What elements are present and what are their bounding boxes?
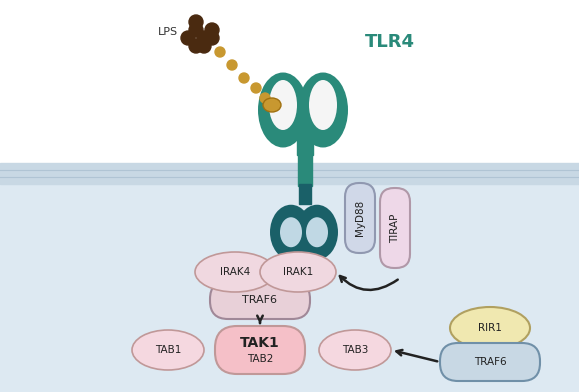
Circle shape: [239, 73, 249, 83]
Ellipse shape: [260, 252, 336, 292]
Ellipse shape: [309, 80, 337, 130]
Ellipse shape: [280, 217, 302, 247]
Circle shape: [215, 47, 225, 57]
Text: TLR4: TLR4: [365, 33, 415, 51]
Ellipse shape: [258, 73, 308, 147]
FancyBboxPatch shape: [345, 183, 375, 253]
Text: RIR1: RIR1: [478, 323, 502, 333]
FancyBboxPatch shape: [440, 343, 540, 381]
Ellipse shape: [296, 205, 338, 260]
Ellipse shape: [195, 252, 275, 292]
Bar: [297, 125, 313, 155]
Circle shape: [189, 39, 203, 53]
FancyBboxPatch shape: [215, 326, 305, 374]
FancyBboxPatch shape: [380, 188, 410, 268]
Ellipse shape: [263, 98, 281, 112]
Bar: [0, 163, 579, 184]
Circle shape: [205, 23, 219, 37]
Ellipse shape: [306, 217, 328, 247]
Ellipse shape: [132, 330, 204, 370]
Text: TIRAP: TIRAP: [390, 213, 400, 243]
Text: IRAK1: IRAK1: [283, 267, 313, 277]
Bar: [0, 184, 579, 392]
Text: TAK1: TAK1: [240, 336, 280, 350]
Circle shape: [189, 23, 203, 37]
Ellipse shape: [270, 205, 312, 260]
Ellipse shape: [298, 73, 348, 147]
Text: TAB3: TAB3: [342, 345, 368, 355]
Circle shape: [189, 15, 203, 29]
Text: MyD88: MyD88: [355, 200, 365, 236]
Circle shape: [260, 93, 270, 103]
Text: LPS: LPS: [158, 27, 178, 37]
Circle shape: [227, 60, 237, 70]
Ellipse shape: [269, 80, 297, 130]
Text: TRAF6: TRAF6: [474, 357, 506, 367]
Circle shape: [251, 83, 261, 93]
Circle shape: [205, 31, 219, 45]
FancyBboxPatch shape: [210, 281, 310, 319]
Text: IRAK4: IRAK4: [220, 267, 250, 277]
Ellipse shape: [450, 307, 530, 349]
Circle shape: [181, 31, 195, 45]
Text: TAB1: TAB1: [155, 345, 181, 355]
Bar: [298, 140, 312, 186]
Ellipse shape: [319, 330, 391, 370]
Circle shape: [197, 31, 211, 45]
Circle shape: [197, 39, 211, 53]
Bar: [299, 184, 311, 204]
Text: TRAF6: TRAF6: [243, 295, 277, 305]
Text: TAB2: TAB2: [247, 354, 273, 364]
